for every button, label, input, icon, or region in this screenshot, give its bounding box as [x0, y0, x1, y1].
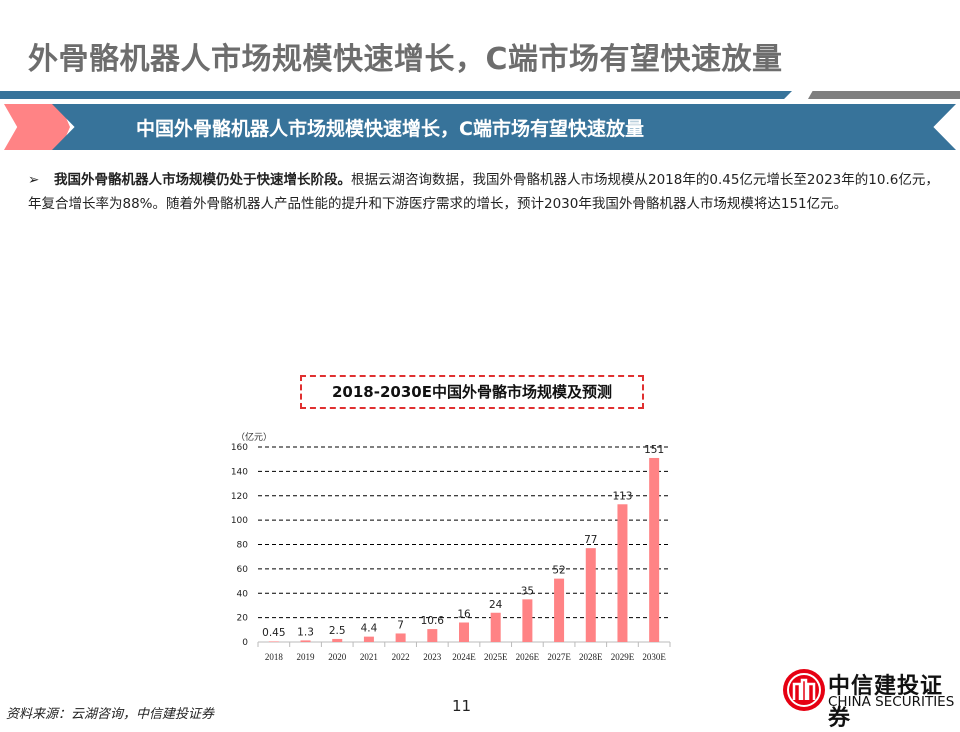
- y-tick-label: 0: [242, 638, 248, 648]
- citic-logo-icon: [783, 669, 825, 711]
- y-tick-label: 160: [231, 443, 248, 453]
- bar: [617, 504, 628, 642]
- x-tick-label: 2027E: [547, 652, 571, 662]
- bar: [554, 578, 565, 642]
- data-label: 4.4: [361, 623, 378, 635]
- banner-title: 中国外骨骼机器人市场规模快速增长，C端市场有望快速放量: [136, 118, 644, 140]
- y-tick-label: 140: [231, 467, 248, 477]
- x-tick-label: 2024E: [452, 652, 476, 662]
- x-tick-label: 2019: [297, 652, 316, 662]
- slide-title: 外骨骼机器人市场规模快速增长，C端市场有望快速放量: [28, 42, 783, 77]
- data-label: 1.3: [297, 626, 314, 638]
- data-label: 151: [644, 444, 664, 456]
- page-number: 11: [452, 697, 472, 715]
- bar: [649, 457, 660, 642]
- x-tick-label: 2030E: [642, 652, 666, 662]
- arrow-bullet-icon: ➢: [28, 172, 40, 188]
- x-tick-label: 2025E: [484, 652, 508, 662]
- x-tick-label: 2029E: [611, 652, 635, 662]
- bar: [395, 633, 406, 642]
- data-label: 10.6: [421, 615, 445, 627]
- data-label: 16: [457, 609, 471, 621]
- y-tick-label: 20: [237, 614, 249, 624]
- x-tick-label: 2021: [360, 652, 378, 662]
- x-tick-label: 2023: [423, 652, 442, 662]
- data-label: 35: [521, 585, 534, 597]
- summary-text: 根据云湖咨询数据，我国外骨骼机器人市场规模从2018年的0.45亿元增长至202…: [28, 172, 939, 212]
- data-label: 0.45: [262, 627, 285, 639]
- x-tick-label: 2026E: [516, 652, 540, 662]
- data-label: 7: [397, 619, 404, 631]
- data-label: 77: [584, 534, 597, 546]
- bar: [522, 599, 533, 642]
- x-tick-label: 2022: [392, 652, 410, 662]
- data-label: 2.5: [329, 625, 346, 637]
- header-divider-blue: [0, 91, 792, 99]
- y-unit-label: （亿元）: [236, 431, 272, 443]
- bar: [459, 622, 469, 642]
- bar: [332, 638, 343, 642]
- x-tick-label: 2020: [328, 652, 347, 662]
- bar: [300, 640, 311, 642]
- y-tick-label: 120: [231, 492, 248, 502]
- data-label: 113: [612, 490, 632, 502]
- bar: [427, 629, 438, 642]
- bar: [268, 641, 279, 642]
- y-tick-label: 40: [237, 589, 249, 599]
- summary-bold: 我国外骨骼机器人市场规模仍处于快速增长阶段。: [54, 172, 351, 188]
- y-tick-label: 60: [237, 565, 249, 575]
- data-label: 52: [552, 565, 565, 577]
- company-logo: 中信建投证券 CHINA SECURITIES: [780, 666, 960, 731]
- section-banner: [52, 104, 956, 150]
- bar: [490, 612, 501, 642]
- source-note: 资料来源：云湖咨询，中信建投证券: [6, 707, 215, 722]
- bar: [363, 636, 374, 642]
- x-tick-label: 2018: [265, 652, 284, 662]
- x-tick-label: 2028E: [579, 652, 603, 662]
- y-tick-label: 100: [231, 516, 248, 526]
- logo-text-en: CHINA SECURITIES: [828, 694, 955, 710]
- y-tick-label: 80: [237, 541, 249, 551]
- header-divider-gray: [808, 91, 960, 99]
- summary-paragraph: ➢ 我国外骨骼机器人市场规模仍处于快速增长阶段。根据云湖咨询数据，我国外骨骼机器人…: [28, 168, 948, 216]
- data-label: 24: [489, 599, 503, 611]
- chart-title: 2018-2030E中国外骨骼市场规模及预测: [300, 375, 644, 409]
- bar: [585, 548, 596, 642]
